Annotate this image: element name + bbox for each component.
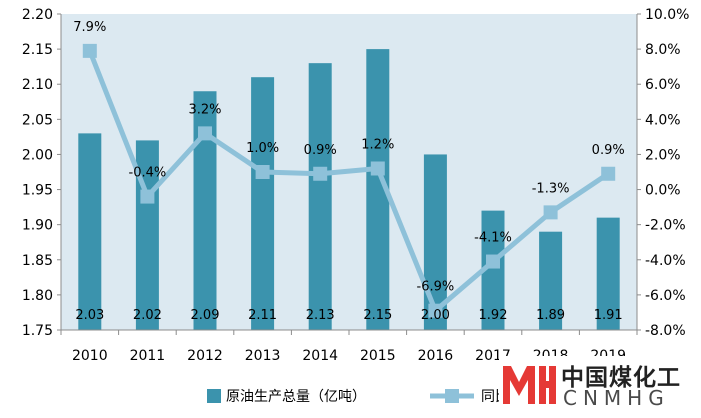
- line-point: [82, 43, 97, 58]
- line-value-label: 0.9%: [304, 143, 337, 158]
- y-tick-label-left: 1.95: [22, 183, 53, 199]
- line-value-label: 1.0%: [246, 141, 279, 156]
- legend-swatch-marker: [445, 389, 459, 403]
- line-point: [370, 161, 385, 176]
- data-labels: 2.03 2.02 2.09 2.11 2.13 2.15 2.00 1.92 1.89 1.91…: [73, 20, 624, 323]
- bar-value-label: 2.03: [75, 308, 104, 323]
- y-tick-label-right: 8.0%: [645, 42, 681, 58]
- line-point: [428, 303, 443, 318]
- bar: [481, 210, 505, 330]
- bar: [539, 231, 563, 330]
- bar: [366, 49, 390, 330]
- y-tick-label-left: 1.85: [22, 253, 53, 269]
- line-point: [140, 189, 155, 204]
- logo-mark-icon: [503, 366, 556, 404]
- bar-value-label: 2.13: [306, 308, 335, 323]
- y-tick-label-left: 1.90: [22, 218, 53, 234]
- y-tick-label-right: -8.0%: [645, 323, 686, 339]
- bar: [78, 133, 102, 330]
- line-series: [82, 43, 616, 318]
- bar: [596, 217, 620, 330]
- bar-value-label: 1.89: [536, 308, 565, 323]
- line-value-label: 3.2%: [188, 102, 221, 117]
- logo-text-cn: 中国煤化工: [561, 365, 681, 391]
- y-tick-label-right: 4.0%: [645, 112, 681, 128]
- line-value-label: -6.9%: [417, 280, 455, 295]
- legend: 原油生产总量（亿吨） 同比: [207, 389, 509, 405]
- line-point: [543, 205, 558, 220]
- line-point: [198, 126, 212, 141]
- bar-value-label: 1.92: [479, 308, 508, 323]
- bar-value-label: 2.15: [363, 308, 392, 323]
- x-tick-label: 2013: [245, 348, 281, 364]
- line-point: [255, 165, 270, 179]
- logo: 中国煤化工 CNMHG: [499, 356, 695, 414]
- y-tick-label-right: 2.0%: [645, 147, 681, 163]
- x-tick-label: 2011: [130, 348, 166, 364]
- bar-value-label: 2.02: [133, 308, 162, 323]
- x-tick-label: 2015: [360, 348, 396, 364]
- y-tick-label-left: 2.20: [22, 7, 53, 23]
- bar: [423, 154, 447, 330]
- series-line: [87, 49, 610, 314]
- line-point: [313, 166, 328, 181]
- y-tick-label-left: 1.80: [22, 288, 53, 304]
- bar: [308, 63, 332, 331]
- line-value-label: -1.3%: [532, 181, 570, 196]
- y-tick-label-left: 2.00: [22, 147, 53, 163]
- line-value-label: 7.9%: [73, 20, 106, 35]
- y-tick-label-right: -2.0%: [645, 218, 686, 234]
- y-tick-label-left: 2.10: [22, 77, 53, 93]
- line-value-label: 0.9%: [592, 143, 625, 158]
- legend-swatch-bar: [207, 389, 221, 403]
- bar-value-label: 2.09: [191, 308, 220, 323]
- bar-value-label: 2.00: [421, 308, 450, 323]
- line-value-label: -4.1%: [474, 231, 512, 246]
- bar-value-label: 1.91: [594, 308, 623, 323]
- y-tick-label-right: 0.0%: [645, 183, 681, 199]
- bar: [251, 77, 275, 330]
- x-tick-label: 2014: [302, 348, 338, 364]
- y-tick-label-left: 2.15: [22, 42, 53, 58]
- y-tick-label-right: 6.0%: [645, 77, 681, 93]
- y-tick-label-right: -6.0%: [645, 288, 686, 304]
- bar-value-label: 2.11: [248, 308, 277, 323]
- x-tick-label: 2012: [187, 348, 223, 364]
- y-tick-label-left: 2.05: [22, 112, 53, 128]
- bar: [193, 91, 217, 330]
- line-point: [486, 254, 500, 269]
- y-tick-label-right: -4.0%: [645, 253, 686, 269]
- x-tick-label: 2010: [72, 348, 108, 364]
- y-tick-label-right: 10.0%: [645, 7, 689, 23]
- x-tick-label: 2016: [418, 348, 454, 364]
- line-value-label: 1.2%: [361, 137, 394, 152]
- line-point: [601, 166, 616, 181]
- legend-label-bar: 原油生产总量（亿吨）: [226, 389, 366, 405]
- line-value-label: -0.4%: [129, 166, 167, 181]
- logo-text-en: CNMHG: [563, 386, 670, 410]
- y-tick-label-left: 1.75: [22, 323, 53, 339]
